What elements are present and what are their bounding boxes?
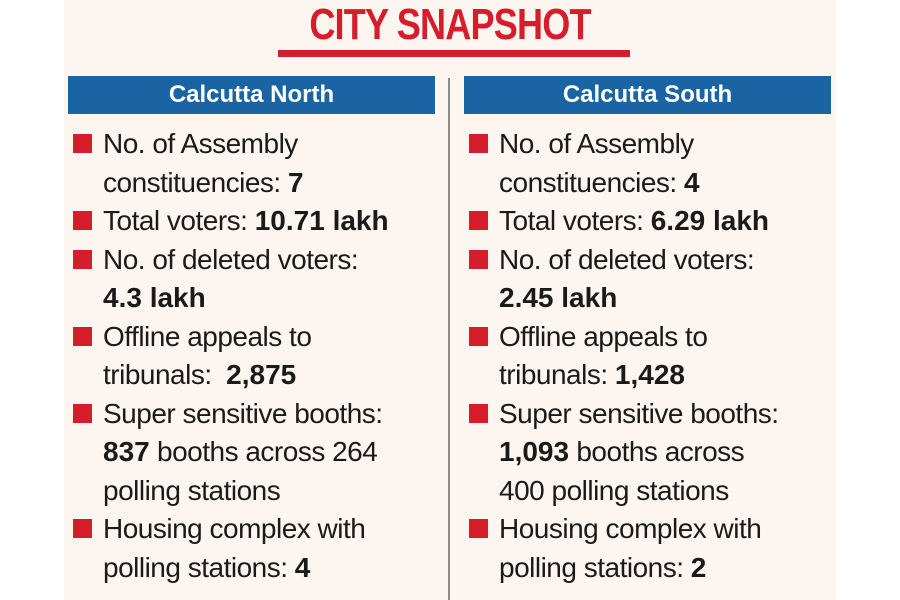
square-bullet-icon	[73, 134, 92, 153]
booths-value: 1,093	[499, 436, 570, 467]
north-voters-item: Total voters: 10.71 lakh	[68, 202, 435, 241]
square-bullet-icon	[73, 249, 92, 269]
north-appeals-item: Offline appeals to tribunals: 2,875	[68, 318, 435, 395]
housing-label-line2: polling stations: 4	[103, 549, 435, 588]
square-bullet-icon	[469, 249, 488, 269]
deleted-value: 2.45 lakh	[499, 282, 618, 313]
assembly-label: constituencies:	[499, 166, 684, 198]
booths-rest: booths across 264	[149, 436, 378, 467]
square-bullet-icon	[73, 519, 92, 538]
north-list: No. of Assembly constituencies: 7 Total …	[68, 125, 435, 587]
voters-line: Total voters: 6.29 lakh	[499, 202, 831, 241]
appeals-label-line1: Offline appeals to	[103, 320, 312, 352]
square-bullet-icon	[469, 326, 488, 346]
square-bullet-icon	[469, 519, 488, 538]
voters-value: 6.29 lakh	[650, 205, 770, 236]
square-bullet-icon	[469, 134, 488, 153]
assembly-value: 4	[684, 166, 700, 198]
deleted-value-line: 4.3 lakh	[103, 279, 435, 318]
square-bullet-icon	[73, 403, 92, 423]
appeals-label: tribunals:	[103, 359, 227, 390]
page-title: CITY SNAPSHOT	[309, 0, 591, 49]
south-voters-item: Total voters: 6.29 lakh	[464, 202, 831, 241]
housing-value: 2	[690, 551, 707, 583]
square-bullet-icon	[469, 211, 488, 230]
housing-label-line1: Housing complex with	[499, 513, 762, 544]
north-booths-item: Super sensitive booths: 837 booths acros…	[68, 395, 435, 511]
housing-label: polling stations:	[499, 551, 691, 583]
booths-line3: 400 polling stations	[499, 474, 729, 506]
deleted-label: No. of deleted voters:	[499, 243, 755, 275]
south-list: No. of Assembly constituencies: 4 Total …	[464, 125, 831, 587]
square-bullet-icon	[73, 326, 92, 346]
title-underline	[278, 50, 630, 57]
housing-label-line2: polling stations: 2	[499, 549, 831, 588]
north-deleted-item: No. of deleted voters: 4.3 lakh	[68, 241, 435, 318]
booths-line2: 1,093 booths across	[499, 433, 831, 472]
assembly-label-line1: No. of Assembly	[103, 128, 298, 159]
booths-line2: 837 booths across 264	[103, 433, 435, 472]
booths-label: Super sensitive booths:	[499, 397, 779, 429]
assembly-label-line1: No. of Assembly	[499, 128, 694, 159]
appeals-label-line1: Offline appeals to	[499, 320, 708, 352]
appeals-label-line2: tribunals: 2,875	[103, 356, 435, 395]
deleted-value-line: 2.45 lakh	[499, 279, 831, 318]
south-appeals-item: Offline appeals to tribunals: 1,428	[464, 318, 831, 395]
voters-value: 10.71 lakh	[254, 205, 389, 236]
square-bullet-icon	[469, 403, 488, 423]
deleted-label: No. of deleted voters:	[103, 243, 359, 275]
north-column: Calcutta North No. of Assembly constitue…	[68, 76, 435, 587]
appeals-value: 1,428	[614, 359, 685, 390]
north-assembly-item: No. of Assembly constituencies: 7	[68, 125, 435, 202]
south-header: Calcutta South	[464, 76, 831, 114]
voters-label: Total voters:	[103, 205, 255, 236]
booths-rest: booths across	[569, 436, 745, 467]
south-booths-item: Super sensitive booths: 1,093 booths acr…	[464, 395, 831, 511]
south-assembly-item: No. of Assembly constituencies: 4	[464, 125, 831, 202]
south-column: Calcutta South No. of Assembly constitue…	[464, 76, 831, 587]
assembly-label: constituencies:	[103, 166, 288, 198]
voters-label: Total voters:	[499, 205, 651, 236]
booths-label: Super sensitive booths:	[103, 397, 383, 429]
deleted-value: 4.3 lakh	[103, 282, 206, 313]
appeals-value: 2,875	[226, 359, 297, 390]
north-header: Calcutta North	[68, 76, 435, 114]
voters-line: Total voters: 10.71 lakh	[103, 202, 435, 241]
square-bullet-icon	[73, 211, 92, 230]
north-housing-item: Housing complex with polling stations: 4	[68, 510, 435, 587]
south-deleted-item: No. of deleted voters: 2.45 lakh	[464, 241, 831, 318]
assembly-value: 7	[288, 166, 304, 198]
assembly-label-line2: constituencies: 4	[499, 164, 831, 203]
south-housing-item: Housing complex with polling stations: 2	[464, 510, 831, 587]
booths-value: 837	[103, 436, 150, 467]
assembly-label-line2: constituencies: 7	[103, 164, 435, 203]
housing-value: 4	[294, 551, 311, 583]
housing-label: polling stations:	[103, 551, 295, 583]
column-divider	[448, 78, 450, 600]
booths-line3: polling stations	[103, 474, 281, 506]
appeals-label-line2: tribunals: 1,428	[499, 356, 831, 395]
appeals-label: tribunals:	[499, 359, 615, 390]
housing-label-line1: Housing complex with	[103, 513, 366, 544]
